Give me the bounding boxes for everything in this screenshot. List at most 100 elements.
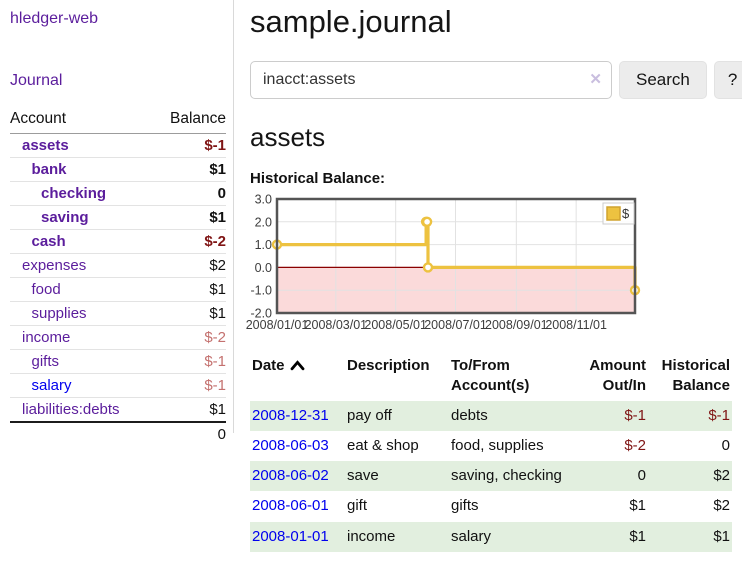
account-balance: $1 bbox=[209, 281, 226, 298]
transaction-row[interactable]: 2008-12-31 pay off debts $-1 $-1 bbox=[250, 400, 732, 431]
transaction-row[interactable]: 2008-06-01 gift gifts $1 $2 bbox=[250, 491, 732, 521]
account-balance: $-1 bbox=[204, 353, 226, 370]
account-row: bank $1 bbox=[10, 157, 226, 182]
y-tick-label: 2.0 bbox=[255, 215, 272, 229]
account-row: liabilities:debts $1 bbox=[10, 397, 226, 423]
transaction-description: pay off bbox=[347, 406, 392, 424]
account-link-expenses[interactable]: expenses bbox=[22, 257, 87, 274]
account-link-gifts[interactable]: gifts bbox=[31, 353, 60, 370]
transaction-accounts: gifts bbox=[451, 497, 479, 515]
sidebar-item-journal[interactable]: Journal bbox=[10, 72, 63, 89]
brand-link[interactable]: hledger-web bbox=[10, 10, 99, 27]
transaction-date-link[interactable]: 2008-01-01 bbox=[252, 527, 329, 545]
plot-border bbox=[275, 197, 637, 315]
search-input[interactable] bbox=[250, 61, 612, 99]
transaction-balance: $2 bbox=[713, 467, 730, 484]
search-row: ✕ Search ? bbox=[250, 61, 742, 99]
transaction-row[interactable]: 2008-06-03 eat & shop food, supplies $-2 0 bbox=[250, 431, 732, 461]
register-table: Date Description To/From Account(s) Amou… bbox=[250, 352, 732, 552]
account-link-salary[interactable]: salary bbox=[31, 377, 72, 394]
account-row: salary $-1 bbox=[10, 373, 226, 398]
sidebar-divider bbox=[233, 0, 234, 433]
account-link-saving[interactable]: saving bbox=[41, 209, 89, 226]
transaction-row[interactable]: 2008-06-02 save saving, checking 0 $2 bbox=[250, 461, 732, 492]
accounts-total-row: 0 bbox=[10, 422, 226, 446]
transaction-date-link[interactable]: 2008-06-01 bbox=[252, 497, 329, 515]
clear-search-icon[interactable]: ✕ bbox=[589, 71, 602, 88]
search-button[interactable]: Search bbox=[619, 61, 707, 99]
account-link-food[interactable]: food bbox=[31, 281, 61, 298]
data-point bbox=[422, 262, 434, 273]
register-header-description: Description bbox=[347, 357, 430, 374]
transaction-accounts: debts bbox=[451, 406, 488, 424]
register-header-amount: Amount Out/In bbox=[589, 357, 646, 395]
account-row: gifts $-1 bbox=[10, 349, 226, 374]
main-content: sample.journal ✕ Search ? assets Histori… bbox=[240, 0, 742, 552]
account-balance: $1 bbox=[209, 209, 226, 226]
transaction-accounts: food, supplies bbox=[451, 436, 544, 454]
transaction-balance: $-1 bbox=[708, 406, 730, 424]
account-link-supplies[interactable]: supplies bbox=[31, 305, 87, 322]
x-tick-label: 2008/09/01 bbox=[485, 318, 548, 332]
account-heading: assets bbox=[250, 122, 326, 152]
transaction-date-link[interactable]: 2008-06-02 bbox=[252, 467, 329, 484]
register-header-date-label: Date bbox=[252, 357, 285, 374]
y-tick-label: 1.0 bbox=[255, 238, 272, 252]
x-tick-label: 2008/07/01 bbox=[424, 318, 487, 332]
transaction-description: eat & shop bbox=[347, 436, 419, 454]
y-tick-label: -1.0 bbox=[250, 284, 272, 298]
transaction-amount: $-2 bbox=[624, 436, 646, 454]
accounts-total-balance: 0 bbox=[217, 426, 226, 443]
transaction-row[interactable]: 2008-01-01 income salary $1 $1 bbox=[250, 521, 732, 552]
account-link-bank[interactable]: bank bbox=[31, 161, 67, 178]
account-balance: $1 bbox=[209, 305, 226, 322]
account-balance: $1 bbox=[209, 161, 226, 178]
account-row: supplies $1 bbox=[10, 301, 226, 326]
register-header-date[interactable]: Date bbox=[250, 352, 345, 401]
y-tick-label: -2.0 bbox=[250, 307, 272, 321]
account-row: cash $-2 bbox=[10, 229, 226, 254]
account-row: food $1 bbox=[10, 277, 226, 302]
register-header-balance: Historical Balance bbox=[661, 357, 730, 395]
account-balance: $1 bbox=[209, 401, 226, 418]
transaction-balance: 0 bbox=[721, 436, 730, 454]
accounts-header-balance: Balance bbox=[152, 106, 226, 134]
account-link-liabilities-debts[interactable]: liabilities:debts bbox=[22, 401, 120, 418]
account-row: checking 0 bbox=[10, 181, 226, 206]
x-tick-label: 2008/01/01 bbox=[246, 318, 309, 332]
transaction-balance: $2 bbox=[713, 497, 730, 515]
transaction-accounts: saving, checking bbox=[451, 467, 562, 484]
accounts-table: Account Balance assets $-1 bank $1 checking 0… bbox=[10, 106, 226, 446]
transaction-date-link[interactable]: 2008-06-03 bbox=[252, 436, 329, 454]
transaction-amount: $1 bbox=[629, 527, 646, 545]
account-row: expenses $2 bbox=[10, 253, 226, 278]
x-tick-label: 2008/03/01 bbox=[305, 318, 368, 332]
transaction-amount: $-1 bbox=[624, 406, 646, 424]
page-title: sample.journal bbox=[250, 4, 452, 39]
account-link-income[interactable]: income bbox=[22, 329, 71, 346]
y-tick-label: 0.0 bbox=[255, 261, 272, 275]
x-tick-label: 2008/11/01 bbox=[545, 318, 607, 332]
transaction-accounts: salary bbox=[451, 527, 492, 545]
historical-balance-chart: $3.0 2.0 1.0 0.0 -1.0 -2.02008/01/012008/03/0… bbox=[246, 194, 641, 332]
legend-swatch bbox=[606, 206, 621, 221]
account-balance: $2 bbox=[209, 257, 226, 274]
sort-ascending-icon bbox=[290, 360, 304, 371]
legend-label: $ bbox=[622, 206, 630, 221]
account-row: income $-2 bbox=[10, 325, 226, 350]
transaction-amount: $1 bbox=[629, 497, 646, 515]
account-link-checking[interactable]: checking bbox=[41, 185, 107, 202]
account-balance: $-1 bbox=[204, 137, 226, 154]
account-balance: 0 bbox=[217, 185, 226, 202]
data-point bbox=[421, 216, 433, 227]
transaction-description: income bbox=[347, 527, 396, 545]
search-help-button[interactable]: ? bbox=[713, 61, 742, 99]
chart-title: Historical Balance: bbox=[250, 170, 386, 187]
transaction-amount: 0 bbox=[637, 467, 646, 484]
sidebar: hledger-web Journal Account Balance asse… bbox=[0, 0, 233, 446]
account-row: assets $-1 bbox=[10, 134, 226, 158]
account-link-cash[interactable]: cash bbox=[31, 233, 66, 250]
account-link-assets[interactable]: assets bbox=[22, 137, 69, 154]
account-row: saving $1 bbox=[10, 205, 226, 230]
transaction-date-link[interactable]: 2008-12-31 bbox=[252, 406, 329, 424]
